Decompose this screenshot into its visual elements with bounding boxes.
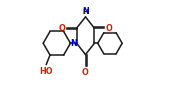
Text: O: O xyxy=(106,24,112,33)
Text: N: N xyxy=(70,39,77,48)
Text: HO: HO xyxy=(40,67,53,76)
Text: O: O xyxy=(82,68,89,77)
Text: H: H xyxy=(82,9,89,15)
Text: O: O xyxy=(59,24,65,33)
Text: N: N xyxy=(82,7,89,16)
